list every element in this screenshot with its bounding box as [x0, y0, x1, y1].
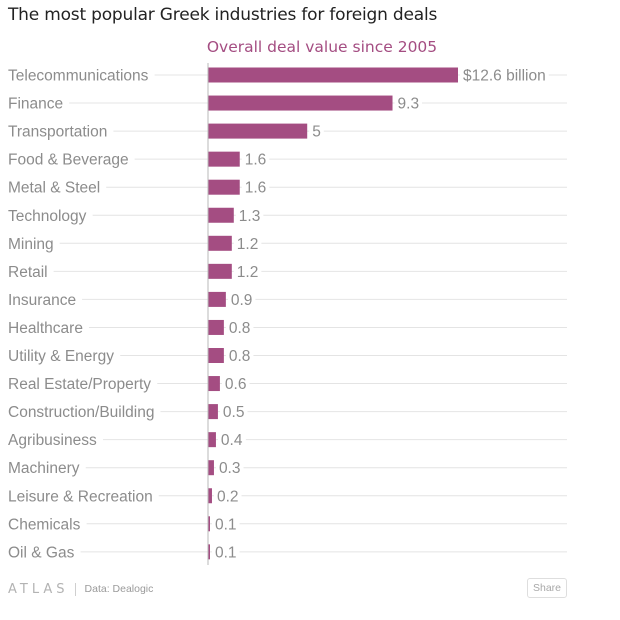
value-label: 0.8: [229, 348, 251, 365]
category-label: Telecommunications: [8, 68, 149, 85]
footer-divider: [74, 582, 76, 596]
value-label: 5: [312, 124, 321, 141]
bar: [208, 123, 308, 139]
category-label: Construction/Building: [8, 404, 154, 421]
label-backdrop: [0, 65, 155, 85]
footer: ATLAS Data: Dealogic: [8, 580, 153, 598]
value-label: 1.2: [237, 236, 259, 253]
category-label: Food & Beverage: [8, 152, 129, 169]
category-label: Metal & Steel: [8, 180, 100, 197]
value-backdrop: [225, 317, 254, 338]
value-label: $12.6 billion: [463, 68, 546, 85]
label-backdrop: [0, 149, 135, 170]
label-backdrop: [0, 513, 87, 534]
label-backdrop: [0, 177, 107, 198]
value-label: 0.8: [229, 320, 251, 337]
label-backdrop: [0, 429, 103, 450]
bar: [208, 95, 393, 111]
bar: [208, 67, 458, 83]
label-backdrop: [0, 401, 161, 422]
value-label: 0.2: [217, 488, 239, 505]
value-backdrop: [233, 261, 262, 282]
data-source: Data: Dealogic: [84, 583, 154, 595]
value-backdrop: [217, 429, 246, 450]
value-label: 0.1: [215, 544, 237, 561]
category-label: Chemicals: [8, 516, 81, 533]
bar: [208, 207, 234, 223]
bar: [208, 432, 216, 448]
label-backdrop: [0, 345, 121, 366]
bar: [208, 404, 218, 420]
label-backdrop: [0, 317, 89, 338]
bar-chart: Overall deal value since 2005 Telecommun…: [0, 38, 567, 565]
value-backdrop: [460, 65, 549, 85]
value-label: 1.6: [245, 152, 267, 169]
value-backdrop: [309, 121, 324, 142]
value-label: 1.3: [239, 208, 261, 225]
value-label: 0.5: [223, 404, 245, 421]
category-label: Retail: [8, 264, 48, 281]
category-label: Real Estate/Property: [8, 376, 151, 393]
label-backdrop: [0, 205, 93, 226]
value-backdrop: [225, 345, 254, 366]
bar: [208, 151, 240, 167]
label-backdrop: [0, 121, 114, 142]
bar: [208, 319, 224, 335]
value-backdrop: [227, 289, 256, 310]
category-label: Machinery: [8, 460, 80, 477]
value-backdrop: [212, 541, 240, 562]
value-label: 0.1: [215, 516, 237, 533]
category-label: Technology: [8, 208, 87, 225]
category-label: Utility & Energy: [8, 348, 114, 365]
value-label: 1.2: [237, 264, 259, 281]
value-backdrop: [213, 485, 242, 506]
bar: [208, 291, 226, 307]
label-backdrop: [0, 541, 81, 562]
value-backdrop: [241, 149, 270, 170]
value-label: 0.6: [225, 376, 247, 393]
bar: [208, 263, 232, 279]
category-label: Finance: [8, 96, 63, 113]
category-label: Transportation: [8, 124, 107, 141]
label-backdrop: [0, 485, 159, 506]
value-backdrop: [221, 373, 250, 394]
bar: [208, 544, 210, 560]
value-backdrop: [235, 205, 264, 226]
label-backdrop: [0, 233, 60, 254]
value-backdrop: [233, 233, 262, 254]
category-label: Agribusiness: [8, 432, 97, 449]
bar: [208, 516, 210, 532]
bar: [208, 376, 220, 392]
value-backdrop: [241, 177, 270, 198]
value-label: 1.6: [245, 180, 267, 197]
category-label: Insurance: [8, 292, 76, 309]
label-backdrop: [0, 289, 83, 310]
label-backdrop: [0, 457, 86, 478]
value-backdrop: [215, 457, 244, 478]
value-label: 0.3: [219, 460, 241, 477]
value-label: 0.4: [221, 432, 243, 449]
bar: [208, 460, 214, 476]
value-backdrop: [219, 401, 248, 422]
label-backdrop: [0, 261, 54, 282]
category-label: Oil & Gas: [8, 544, 75, 561]
label-backdrop: [0, 373, 158, 394]
category-label: Mining: [8, 236, 54, 253]
share-button[interactable]: Share: [527, 578, 567, 598]
bar: [208, 179, 240, 195]
chart-subtitle: Overall deal value since 2005: [207, 38, 437, 56]
bar: [208, 348, 224, 363]
value-backdrop: [212, 513, 240, 534]
label-backdrop: [0, 93, 70, 114]
bar: [208, 488, 212, 504]
bar: [208, 235, 232, 251]
category-label: Leisure & Recreation: [8, 488, 153, 505]
value-label: 0.9: [231, 292, 253, 309]
chart-title: The most popular Greek industries for fo…: [8, 5, 438, 25]
atlas-logo[interactable]: ATLAS: [8, 581, 69, 597]
value-backdrop: [394, 93, 423, 114]
category-label: Healthcare: [8, 320, 83, 337]
value-label: 9.3: [398, 96, 420, 113]
